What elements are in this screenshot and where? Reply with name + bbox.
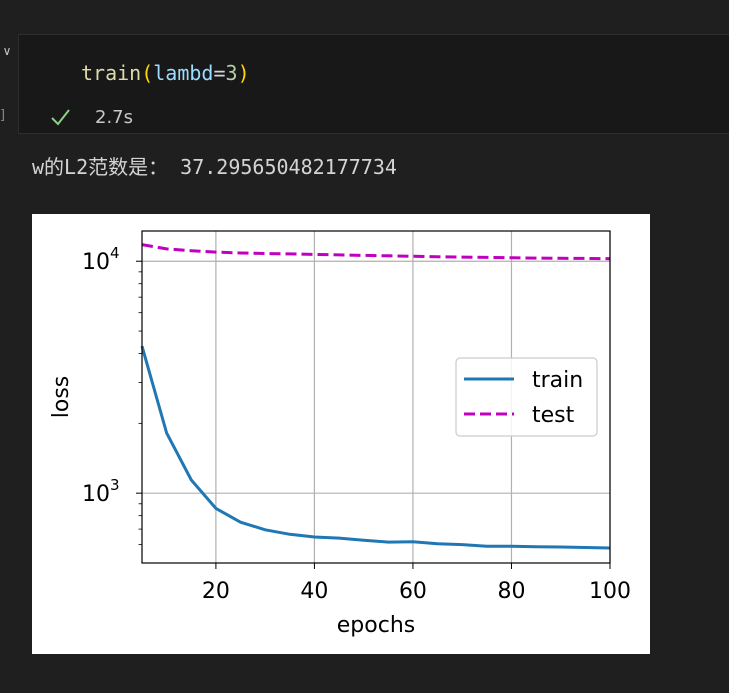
y-axis-label: loss bbox=[49, 376, 74, 419]
x-tick-label: 20 bbox=[202, 579, 230, 604]
x-tick-label: 60 bbox=[399, 579, 427, 604]
x-tick-label: 100 bbox=[589, 579, 631, 604]
y-tick-label: 103 bbox=[82, 476, 120, 507]
output-text: w的L2范数是： 37.295650482177734 bbox=[32, 155, 397, 179]
loss-plot: 20 40 60 80 100 103 104 epochs loss train test bbox=[32, 214, 650, 654]
code-param-value: 3 bbox=[225, 61, 238, 85]
axis-ticks: 20 40 60 80 100 103 104 bbox=[82, 244, 631, 604]
series-line-test bbox=[141, 243, 611, 261]
code-cell[interactable]: train(lambd=3) 2.7s bbox=[18, 34, 729, 134]
x-tick-label: 80 bbox=[497, 579, 525, 604]
code-open-paren: ( bbox=[141, 61, 154, 85]
axes-frame bbox=[141, 230, 611, 564]
x-axis-label: epochs bbox=[337, 613, 415, 638]
output-collapse-bracket-icon[interactable]: ] bbox=[0, 108, 6, 123]
execution-status: 2.7s bbox=[49, 105, 133, 129]
code-function-name: train bbox=[81, 61, 142, 85]
series-line-train bbox=[140, 345, 611, 550]
y-tick-label: 104 bbox=[82, 244, 120, 275]
code-close-paren: ) bbox=[237, 61, 250, 85]
execution-time: 2.7s bbox=[95, 106, 134, 128]
legend: train test bbox=[455, 357, 598, 437]
check-icon bbox=[51, 109, 70, 126]
series-lines bbox=[140, 243, 611, 550]
code-operator: = bbox=[213, 61, 226, 85]
x-tick-label: 40 bbox=[300, 579, 328, 604]
cell-collapse-chevron-icon[interactable]: ∨ bbox=[2, 44, 12, 58]
legend-label-train: train bbox=[532, 368, 583, 393]
legend-label-test: test bbox=[532, 403, 575, 428]
code-param-name: lambd bbox=[153, 61, 214, 85]
loss-chart: 20 40 60 80 100 103 104 epochs loss train test bbox=[49, 230, 631, 638]
code-line[interactable]: train(lambd=3) bbox=[81, 59, 250, 87]
